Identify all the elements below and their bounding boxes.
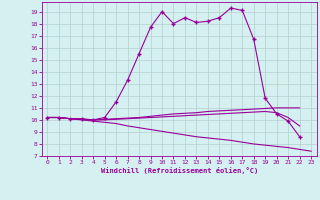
X-axis label: Windchill (Refroidissement éolien,°C): Windchill (Refroidissement éolien,°C): [100, 167, 258, 174]
